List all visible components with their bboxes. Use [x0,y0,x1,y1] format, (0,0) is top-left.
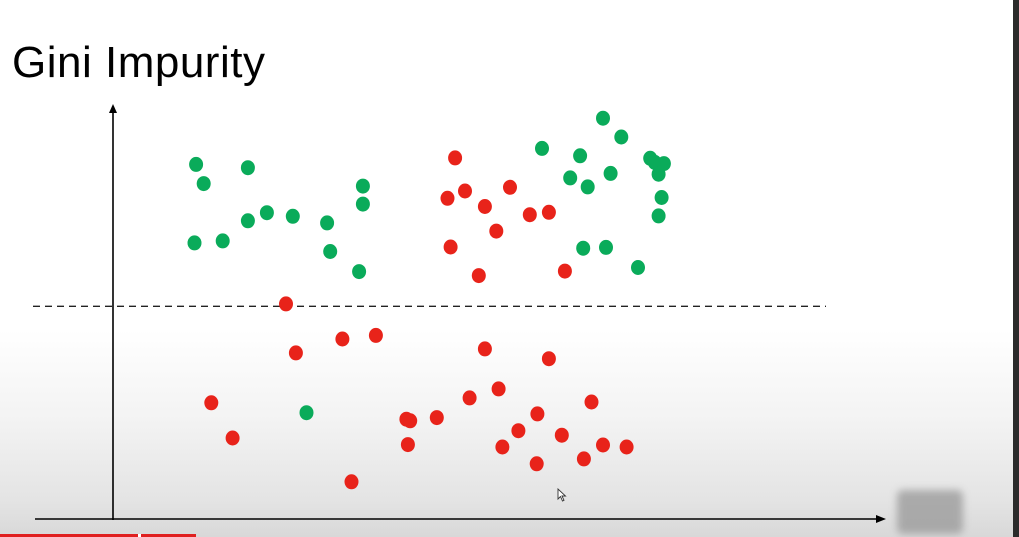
green-point [580,179,595,195]
red-point [477,341,492,357]
red-point [225,430,240,446]
red-point [462,390,477,406]
green-point [651,166,666,182]
red-point [541,204,556,220]
red-point [495,439,510,455]
red-point [448,150,463,166]
progress-bar[interactable] [0,534,196,537]
red-point [596,437,610,453]
green-point [614,129,629,145]
y-axis-arrowhead [109,104,117,113]
green-point [285,208,300,224]
green-point [599,239,613,255]
red-point [541,351,556,367]
green-point [189,156,204,172]
x-axis-arrowhead [876,515,886,523]
window-edge [1013,0,1019,537]
red-point [584,394,599,410]
red-point [335,331,350,347]
red-point [429,410,444,426]
green-point [596,110,610,126]
red-point [619,439,634,455]
red-point [288,345,303,361]
red-point [491,381,506,397]
green-point [196,176,211,192]
red-point [400,437,415,453]
mouse-pointer-icon [557,488,567,502]
green-point [631,260,645,275]
blurred-watermark [897,490,963,534]
red-point [279,296,293,312]
green-point [573,148,588,164]
red-point [522,207,537,223]
red-point [489,223,504,239]
red-point [471,268,486,284]
green-point [259,205,274,221]
green-point [535,140,549,156]
green-point [215,233,230,249]
green-point [299,405,314,421]
red-point [458,183,472,199]
red-point [557,263,572,279]
red-point [511,423,526,439]
green-point [355,178,370,194]
progress-bar-gap [138,534,141,537]
green-point [240,213,255,229]
green-point [352,264,367,280]
green-point [240,160,255,176]
green-point [563,170,578,186]
red-point [368,327,383,343]
red-point [529,456,544,472]
green-point [603,165,618,181]
green-point [654,190,669,205]
green-point [576,240,591,256]
plot-axes [35,104,886,523]
red-point [503,179,517,195]
red-point [530,406,545,422]
red-point [477,199,492,214]
data-points [187,110,671,490]
green-point [651,208,666,224]
green-point [320,215,335,231]
green-point [355,196,370,212]
red-point [443,239,458,255]
red-point [440,190,455,206]
red-point [403,413,418,429]
red-point [576,451,591,467]
red-point [344,474,359,490]
green-point [187,235,202,251]
red-point [204,395,219,411]
slide-title: Gini Impurity [12,38,266,87]
green-point [323,244,338,259]
red-point [554,427,569,443]
